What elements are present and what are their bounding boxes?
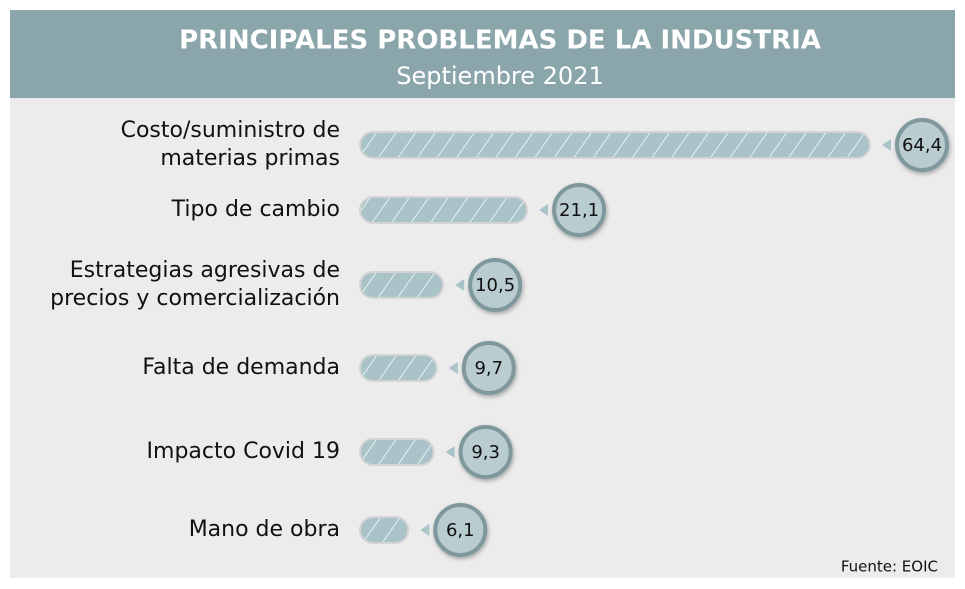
- value-label: 21,1: [559, 200, 599, 221]
- value-badge: [461, 341, 516, 395]
- category-label: Impacto Covid 19: [147, 439, 340, 464]
- value-label: 6,1: [446, 520, 475, 541]
- category-line: Falta de demanda: [142, 355, 340, 380]
- pointer: [420, 524, 430, 536]
- value-badge: [468, 258, 523, 312]
- bar: [359, 196, 529, 224]
- value-badge: [433, 503, 488, 557]
- pointer: [448, 362, 458, 374]
- bar: [359, 438, 435, 466]
- pointer: [882, 139, 891, 151]
- value-badge: [552, 183, 607, 237]
- chart-title: PRINCIPALES PROBLEMAS DE LA INDUSTRIA: [179, 26, 821, 56]
- category-line: materias primas: [160, 146, 340, 171]
- category-label: Tipo de cambio: [171, 197, 340, 222]
- source: Fuente: EOIC: [841, 558, 938, 576]
- bar: [359, 131, 871, 159]
- category-label: Mano de obra: [189, 517, 340, 542]
- category-line: Estrategias agresivas de: [70, 258, 340, 283]
- bar: [359, 354, 438, 382]
- bar: [359, 271, 445, 299]
- value-label: 64,4: [902, 135, 942, 156]
- category-line: Impacto Covid 19: [147, 439, 340, 464]
- value-label: 9,7: [474, 358, 503, 379]
- bar: [359, 516, 410, 544]
- category-label: Estrategias agresivas de precios y comerc…: [50, 258, 340, 311]
- pointer: [445, 446, 455, 458]
- value-label: 10,5: [475, 275, 515, 296]
- category-label: Costo/suministro de materias primas: [121, 118, 340, 171]
- category-label: Falta de demanda: [142, 355, 340, 380]
- category-line: Mano de obra: [189, 517, 340, 542]
- value-badge: [895, 118, 949, 172]
- category-line: precios y comercialización: [50, 286, 340, 311]
- header: [10, 10, 955, 98]
- pointer: [455, 279, 465, 291]
- value-label: 9,3: [471, 442, 500, 463]
- pointer: [539, 204, 549, 216]
- value-badge: [458, 425, 513, 479]
- category-line: Costo/suministro de: [121, 118, 340, 143]
- chart-subtitle: Septiembre 2021: [396, 62, 604, 90]
- category-line: Tipo de cambio: [171, 197, 340, 222]
